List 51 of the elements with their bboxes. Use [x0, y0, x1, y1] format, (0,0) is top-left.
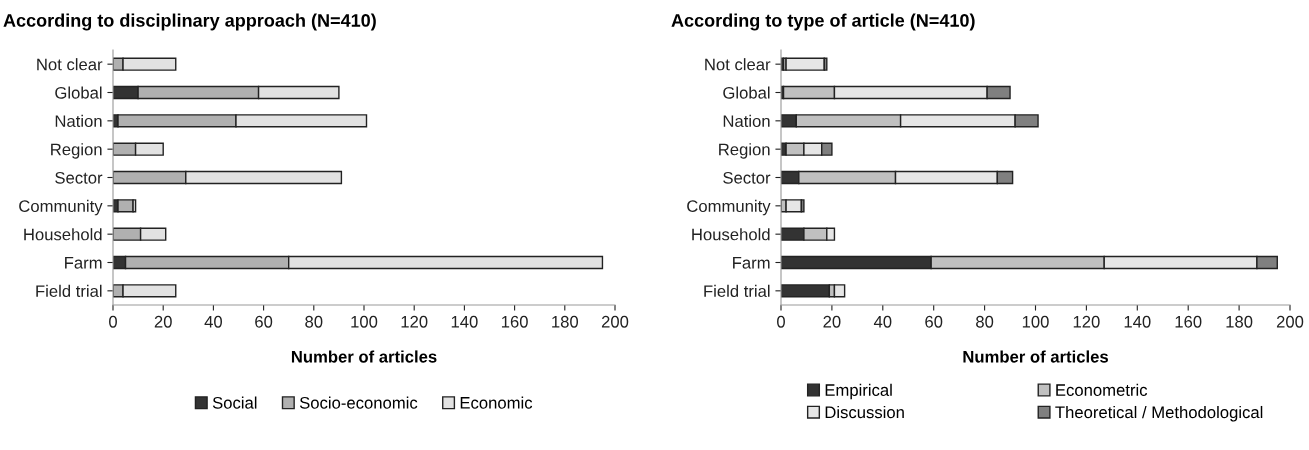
x-axis-title: Number of articles	[963, 350, 1108, 363]
legend-label: Econometric	[1056, 383, 1148, 396]
x-tick-label: 140	[1124, 315, 1151, 328]
x-tick-label: 40	[873, 315, 892, 328]
x-tick-label: 180	[552, 315, 579, 328]
legend-label: Economic	[460, 396, 533, 409]
x-tick-label: 120	[401, 315, 428, 328]
x-tick-label: 160	[1175, 315, 1202, 328]
y-tick-label: Farm	[65, 257, 102, 269]
y-tick-label: Nation	[723, 114, 770, 128]
y-tick-label: Region	[719, 143, 770, 159]
x-tick-label: 80	[976, 315, 994, 328]
x-tick-label: 200	[1276, 315, 1304, 328]
x-tick-label: 0	[777, 315, 785, 328]
y-tick-label: Farm	[733, 257, 770, 269]
x-tick-label: 140	[451, 315, 478, 328]
x-tick-label: 40	[204, 315, 223, 328]
y-tick-label: Household	[24, 228, 102, 241]
legend-label: Socio-economic	[299, 396, 418, 409]
y-tick-label: Nation	[55, 114, 102, 128]
x-tick-label: 200	[601, 315, 629, 328]
y-tick-label: Field trial	[704, 284, 770, 298]
y-tick-label: Field trial	[36, 284, 102, 298]
x-tick-label: 180	[1226, 315, 1253, 328]
x-axis-title: Number of articles	[291, 350, 437, 363]
y-tick-label: Global	[55, 86, 102, 99]
y-tick-label: Community	[19, 199, 103, 216]
legend-label: Discussion	[825, 405, 904, 419]
y-tick-label: Global	[723, 86, 770, 99]
y-tick-label: Not clear	[37, 58, 103, 71]
y-tick-label: Household	[692, 228, 770, 241]
y-tick-label: Region	[51, 143, 102, 159]
chart-title: According to type of article (N=410)	[671, 13, 975, 31]
x-tick-label: 60	[925, 315, 943, 328]
legend-label: Social	[212, 396, 257, 409]
x-tick-label: 60	[255, 315, 273, 328]
y-tick-label: Sector	[55, 171, 103, 184]
chart-title: According to disciplinary approach (N=410)	[3, 13, 376, 31]
legend-label: Theoretical / Methodological	[1055, 405, 1263, 422]
y-tick-label: Sector	[723, 171, 771, 184]
y-tick-label: Not clear	[705, 58, 771, 71]
y-tick-label: Community	[687, 199, 771, 216]
x-tick-label: 100	[1022, 315, 1049, 328]
x-tick-label: 20	[154, 315, 172, 328]
x-tick-label: 100	[351, 315, 378, 328]
x-tick-label: 20	[823, 315, 841, 328]
x-tick-label: 160	[501, 315, 528, 328]
x-tick-label: 80	[305, 315, 323, 328]
x-tick-label: 0	[109, 315, 117, 328]
x-tick-label: 120	[1073, 315, 1100, 328]
legend-label: Empirical	[825, 383, 892, 400]
